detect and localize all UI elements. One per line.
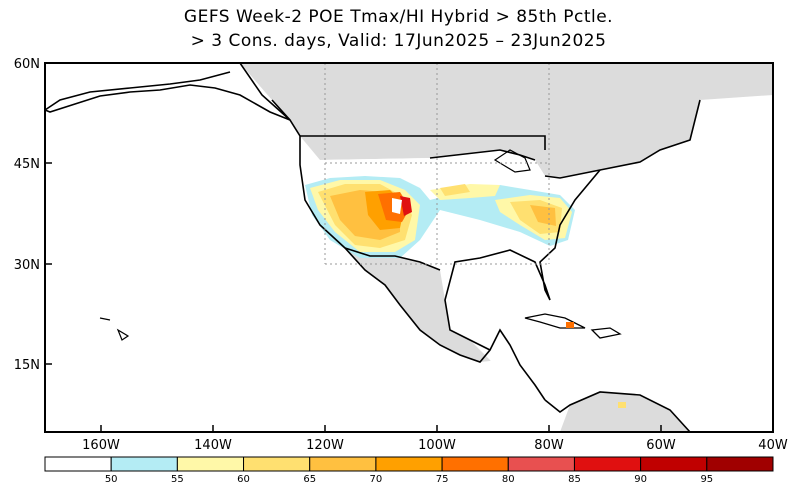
map-title-line-2: > 3 Cons. days, Valid: 17Jun2025 – 23Jun… (190, 31, 607, 51)
graticule (324, 63, 550, 265)
canada-land (240, 63, 773, 178)
colorbar-tick-label: 80 (502, 474, 515, 485)
coastlines (44, 71, 701, 433)
colorbar-swatch (44, 456, 112, 472)
colorbar-swatch (573, 456, 642, 472)
colorbar-tick-label: 50 (105, 474, 118, 485)
hispaniola-land (590, 327, 622, 339)
lon-ticks (100, 425, 662, 432)
colorbar-tick-label: 70 (370, 474, 383, 485)
mexico-land (345, 248, 500, 362)
colorbar-swatch (441, 456, 509, 472)
probability-shading (305, 176, 626, 408)
lon-label-60w: 60W (646, 438, 676, 453)
south-america-land (560, 392, 690, 432)
colorbar-tick-label: 60 (237, 474, 250, 485)
lon-labels: 160W 140W 120W 100W 80W 60W 40W (82, 438, 788, 453)
lon-label-80w: 80W (534, 438, 564, 453)
lon-label-100w: 100W (418, 438, 456, 453)
colorbar-swatch (706, 456, 774, 472)
map-frame (44, 62, 774, 433)
lon-label-120w: 120W (306, 438, 344, 453)
map-title-line-1: GEFS Week-2 POE Tmax/HI Hybrid > 85th Pc… (183, 7, 614, 27)
lat-label-15n: 15N (14, 358, 40, 373)
colorbar-tick-label: 65 (303, 474, 316, 485)
lon-label-40w: 40W (758, 438, 788, 453)
lat-label-60n: 60N (14, 57, 40, 72)
lon-label-160w: 160W (82, 438, 120, 453)
alaska-land (44, 62, 291, 121)
colorbar-swatch (375, 456, 443, 472)
colorbar-swatch (640, 456, 708, 472)
colorbar-tick-label: 95 (700, 474, 713, 485)
colorbar-swatch (507, 456, 575, 472)
lat-label-30n: 30N (14, 258, 40, 273)
colorbar-swatch (110, 456, 178, 472)
colorbar (44, 456, 774, 472)
colorbar-swatch (176, 456, 245, 472)
lat-ticks (45, 62, 52, 365)
colorbar-swatch (309, 456, 377, 472)
colorbar-tick-label: 55 (171, 474, 184, 485)
lat-label-45n: 45N (14, 157, 40, 172)
colorbar-labels: 50 55 60 65 70 75 80 85 90 95 (105, 474, 713, 485)
colorbar-tick-label: 90 (634, 474, 647, 485)
colorbar-tick-label: 85 (568, 474, 581, 485)
colorbar-tick-label: 75 (436, 474, 449, 485)
lon-label-140w: 140W (194, 438, 232, 453)
map-panel (44, 62, 774, 433)
lat-labels: 60N 45N 30N 15N (14, 57, 40, 373)
colorbar-swatch (243, 456, 311, 472)
